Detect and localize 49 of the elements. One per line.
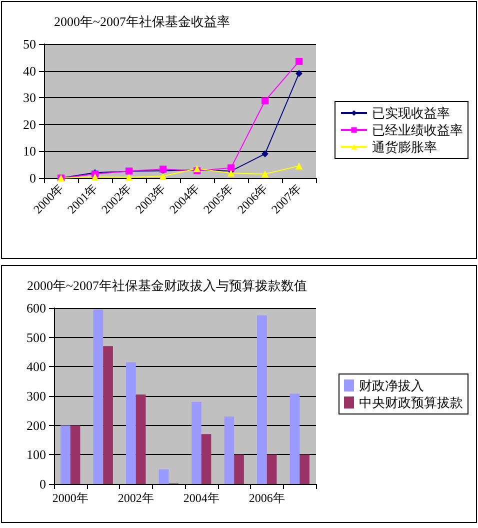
point (160, 172, 166, 180)
bar (224, 416, 234, 484)
y-tick-label: 400 (26, 359, 46, 374)
x-tick-label: 2004年 (183, 491, 220, 505)
chart-title: 2000年~2007年社保基金财政拔入与预算拨款数值 (26, 278, 308, 293)
y-tick-label: 0 (40, 476, 46, 492)
y-tick-label: 0 (30, 170, 36, 186)
bar (300, 454, 310, 484)
bar (290, 394, 300, 484)
bar (136, 394, 146, 484)
bar (158, 469, 169, 484)
legend-label: 已经业绩收益率 (372, 122, 463, 138)
x-tick-label: 2002年 (118, 491, 154, 505)
point (126, 174, 132, 181)
bar (126, 362, 136, 484)
y-tick-label: 40 (23, 63, 36, 78)
legend-label: 已实现收益率 (372, 106, 450, 120)
y-tick-label: 30 (23, 90, 36, 106)
bar (93, 309, 104, 484)
y-tick-label: 200 (26, 418, 46, 433)
chart-title: 2000年~2007年社保基金收益率 (54, 14, 230, 29)
bar (257, 315, 267, 484)
point (262, 97, 268, 104)
point (228, 164, 234, 172)
bar (192, 402, 202, 484)
bar (266, 454, 277, 484)
bar (234, 454, 244, 484)
legend-label: 财政净拔入 (359, 378, 424, 393)
y-tick-label: 600 (26, 300, 46, 316)
point (262, 150, 268, 158)
y-tick-label: 50 (23, 36, 36, 52)
bar (70, 425, 80, 484)
legend-label: 中央财政预算拔款 (359, 395, 463, 410)
point (296, 162, 302, 170)
point (262, 170, 268, 178)
point (92, 173, 98, 180)
y-tick-label: 300 (26, 388, 46, 404)
x-tick-label: 2000年 (52, 491, 88, 505)
bar (103, 346, 113, 484)
legend-label: 通货膨胀率 (372, 140, 437, 154)
x-tick-label: 2006年 (248, 491, 285, 505)
bar (201, 434, 212, 484)
y-tick-label: 10 (23, 144, 36, 159)
point (296, 58, 302, 65)
y-tick-label: 20 (23, 116, 36, 132)
point (296, 70, 302, 77)
y-tick-label: 100 (26, 447, 46, 462)
bar (60, 425, 70, 484)
y-tick-label: 500 (26, 330, 46, 345)
